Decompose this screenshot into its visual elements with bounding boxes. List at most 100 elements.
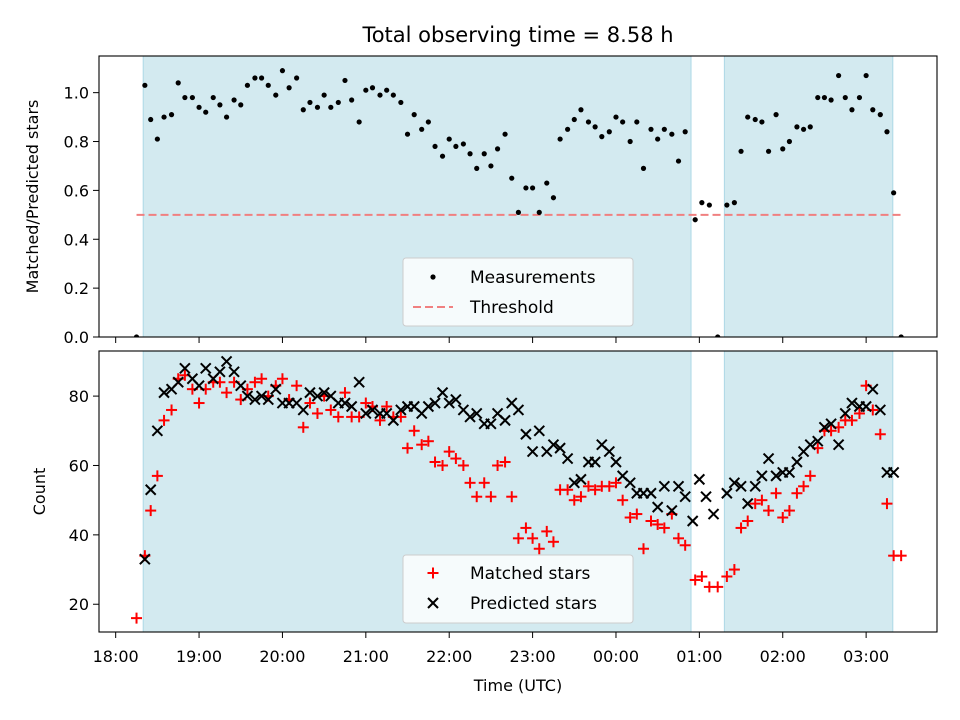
measurement-point xyxy=(898,334,904,337)
matched-star-point xyxy=(658,522,670,534)
matched-star-point xyxy=(131,612,143,624)
top-panel: 0.0 0.2 0.4 0.6 0.8 1.0 Matched/Predicted star… xyxy=(23,55,938,347)
measurement-point xyxy=(384,87,390,93)
measurement-point xyxy=(724,202,730,208)
measurement-point xyxy=(328,104,334,110)
measurement-point xyxy=(655,136,661,142)
measurement-point xyxy=(544,180,550,186)
predicted-star-point xyxy=(756,470,768,482)
matched-star-point xyxy=(742,515,754,527)
predicted-star-point xyxy=(228,366,240,378)
matched-star-point xyxy=(777,512,789,524)
matched-star-point xyxy=(547,536,559,548)
measurement-point xyxy=(634,119,640,125)
measurement-point xyxy=(786,138,793,145)
measurement-point xyxy=(223,114,230,120)
predicted-star-point xyxy=(471,407,483,420)
measurement-point xyxy=(488,163,494,169)
matched-star-point xyxy=(499,456,511,468)
measurement-point xyxy=(550,195,557,201)
measurement-point xyxy=(706,202,712,208)
measurement-point xyxy=(494,146,501,152)
matched-star-point xyxy=(520,522,532,534)
matched-star-point xyxy=(783,505,795,517)
matched-star-point xyxy=(575,491,587,503)
matched-star-point xyxy=(332,411,344,423)
measurement-point xyxy=(502,131,508,137)
measurement-point xyxy=(849,107,855,113)
matched-star-point xyxy=(791,487,803,499)
observing-window-1 xyxy=(723,55,894,338)
measurement-point xyxy=(460,141,466,147)
predicted-star-point xyxy=(499,414,511,427)
measurement-point xyxy=(759,119,765,125)
measurement-point xyxy=(189,94,195,101)
legend-label: Measurements xyxy=(470,268,596,288)
predicted-star-point xyxy=(742,497,754,510)
legend: Measurements Threshold xyxy=(402,257,634,327)
measurement-point xyxy=(453,143,459,150)
measurement-point xyxy=(356,119,362,125)
predicted-star-point xyxy=(214,366,226,378)
predicted-star-point xyxy=(255,390,268,402)
matched-star-point xyxy=(568,494,580,506)
predicted-star-point xyxy=(395,404,407,416)
chart-title: Total observing time = 8.58 h xyxy=(361,23,673,47)
predicted-star-point xyxy=(645,487,657,499)
x-tick-label: 19:00 xyxy=(176,647,222,666)
measurement-point xyxy=(509,175,515,181)
y-tick-label: 1.0 xyxy=(64,84,89,103)
predicted-star-point xyxy=(666,504,678,517)
measurement-point xyxy=(780,146,786,152)
y-tick-label: 0.2 xyxy=(64,279,89,298)
matched-star-point xyxy=(360,397,372,409)
legend-box xyxy=(402,257,634,327)
matched-star-point xyxy=(689,574,701,586)
legend-label: Predicted stars xyxy=(470,594,597,614)
measurement-point xyxy=(154,136,160,142)
predicted-star-point xyxy=(353,376,365,388)
matched-star-point xyxy=(798,480,810,492)
axes-frame xyxy=(98,350,938,633)
matched-star-point xyxy=(471,491,483,503)
predicted-star-point xyxy=(262,393,274,406)
matched-star-point xyxy=(617,494,629,506)
measurement-point xyxy=(474,165,480,171)
matched-star-point xyxy=(339,387,351,399)
measurement-point xyxy=(467,151,473,157)
predicted-star-point xyxy=(812,435,824,447)
measurement-point xyxy=(252,75,258,81)
measurement-point xyxy=(842,94,848,101)
measurement-point xyxy=(613,114,619,120)
measurement-point xyxy=(752,116,758,123)
predicted-star-point xyxy=(429,397,441,409)
predicted-star-point xyxy=(575,473,587,486)
measurement-point xyxy=(891,190,897,196)
matched-star-point xyxy=(193,397,205,409)
measurement-point xyxy=(133,334,140,337)
matched-star-point xyxy=(582,480,594,492)
matched-star-point xyxy=(895,550,907,562)
matched-star-point xyxy=(756,494,768,506)
predicted-star-point xyxy=(547,438,560,451)
matched-star-point xyxy=(158,414,170,426)
matched-star-point xyxy=(541,525,553,537)
measurement-point xyxy=(369,85,376,91)
legend-predicted-marker xyxy=(427,597,439,609)
x-tick-label: 20:00 xyxy=(259,647,305,666)
measurement-point xyxy=(404,131,411,137)
predicted-star-point xyxy=(193,379,205,392)
matched-star-point xyxy=(589,484,601,496)
measurement-point xyxy=(863,72,869,79)
matched-star-point xyxy=(311,407,323,419)
predicted-star-point xyxy=(220,355,233,368)
matched-star-point xyxy=(846,414,858,426)
predicted-star-point xyxy=(791,456,803,468)
matched-star-point xyxy=(478,477,490,489)
matched-star-point xyxy=(457,459,469,471)
predicted-star-point xyxy=(249,393,261,406)
predicted-star-point xyxy=(158,386,170,399)
predicted-star-point xyxy=(693,473,706,486)
predicted-star-point xyxy=(512,404,525,416)
predicted-star-point xyxy=(520,428,532,440)
